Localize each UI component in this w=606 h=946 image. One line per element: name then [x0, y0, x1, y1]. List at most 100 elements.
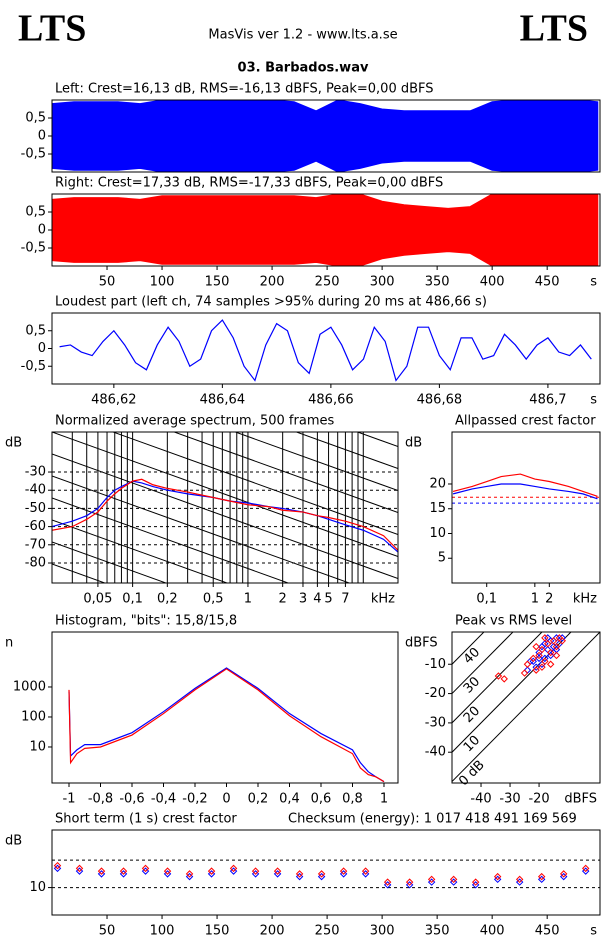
reference-slope	[52, 541, 168, 583]
x-tick-label: 486,62	[91, 393, 137, 408]
point	[535, 651, 543, 660]
reference-slope	[52, 432, 398, 558]
point	[581, 864, 590, 873]
plot-frame	[51, 631, 399, 784]
y-tick-label: -0,5	[21, 359, 46, 374]
y-tick-label: -40	[425, 745, 446, 760]
point	[383, 878, 392, 886]
point	[53, 864, 62, 873]
x-tick-label: 0,05	[83, 592, 112, 607]
x-unit: s	[590, 393, 597, 408]
waveform	[52, 194, 599, 266]
point	[494, 672, 503, 680]
y-tick-label: -10	[425, 657, 446, 672]
point	[273, 870, 282, 878]
point	[97, 870, 106, 878]
x-tick-label: 7	[341, 592, 349, 607]
plot-frame	[51, 829, 601, 916]
x-tick-label: 300	[370, 924, 395, 939]
plot-frame	[451, 431, 601, 584]
x-unit: s	[590, 275, 597, 290]
point	[163, 870, 172, 878]
plot-area	[52, 100, 599, 172]
reference-slope	[294, 432, 398, 470]
reference-slope	[52, 674, 398, 799]
plot-frame	[51, 193, 601, 267]
reference-slope	[233, 432, 398, 492]
waveform	[52, 100, 599, 172]
reference-slope	[52, 475, 351, 583]
y-tick-label: 15	[429, 501, 446, 516]
crest-label: 30	[461, 674, 483, 696]
y-tick-label: 0,5	[25, 111, 46, 126]
x-tick-label: 100	[150, 275, 175, 290]
point	[558, 634, 566, 642]
point	[185, 872, 194, 881]
y-tick-label: 1000	[13, 679, 46, 694]
x-tick-label: 0	[222, 792, 230, 807]
reference-slope	[52, 497, 290, 583]
checksum: Checksum (energy): 1 017 418 491 169 569	[288, 812, 577, 827]
x-unit: dBFS	[564, 792, 597, 807]
data-line	[452, 483, 598, 500]
crest-line	[452, 632, 600, 782]
point	[532, 666, 540, 674]
x-tick-label: 350	[425, 275, 450, 290]
point	[383, 881, 392, 889]
y-tick-label: 0	[38, 129, 46, 144]
point	[75, 864, 84, 873]
point	[361, 870, 370, 878]
x-tick-label: 486,64	[200, 393, 246, 408]
x-tick-label: -0,6	[119, 792, 144, 807]
reference-slope	[111, 432, 398, 536]
point	[529, 654, 537, 663]
point	[541, 640, 549, 648]
y-tick-label: -50	[25, 501, 46, 516]
crest-line	[452, 632, 572, 753]
point	[532, 642, 540, 651]
point	[537, 872, 546, 881]
point	[339, 870, 348, 878]
point	[552, 651, 561, 660]
x-tick-label: 0,6	[311, 792, 332, 807]
point	[97, 867, 106, 875]
point	[515, 878, 524, 886]
chart-title: Allpassed crest factor	[455, 414, 596, 429]
point	[535, 654, 543, 663]
x-unit: kHz	[371, 592, 395, 607]
crest-label: 0 dB	[456, 758, 488, 790]
x-unit: s	[590, 924, 597, 939]
y-tick-label: 20	[429, 476, 446, 491]
x-tick-label: 150	[205, 924, 230, 939]
chart-title: Loudest part (left ch, 74 samples >95% d…	[55, 295, 487, 310]
x-tick-label: 50	[99, 275, 116, 290]
crest-line	[452, 632, 514, 694]
point	[520, 669, 529, 677]
data-line	[59, 319, 592, 382]
logo: LTS	[18, 8, 86, 50]
chart-title: Right: Crest=17,33 dB, RMS=-17,33 dBFS, …	[55, 176, 443, 191]
y-tick-label: -20	[425, 686, 446, 701]
point	[549, 637, 558, 645]
plot-frame	[51, 99, 601, 173]
y-tick-label: 0	[38, 223, 46, 238]
y-tick-label: 0	[38, 341, 46, 356]
x-tick-label: 200	[260, 275, 285, 290]
x-tick-label: -40	[470, 792, 491, 807]
x-tick-label: 0,2	[248, 792, 269, 807]
x-tick-label: 250	[315, 275, 340, 290]
point	[339, 867, 348, 875]
plot-area	[68, 667, 385, 783]
x-tick-label: 0,5	[203, 592, 224, 607]
reference-slope	[52, 652, 398, 777]
point	[251, 867, 260, 875]
point	[119, 870, 128, 878]
y-tick-label: 10	[29, 880, 46, 895]
point	[229, 867, 238, 875]
crest-label: 10	[461, 733, 483, 755]
y-tick-label: 10	[29, 739, 46, 754]
x-tick-label: 0,1	[476, 592, 497, 607]
point	[538, 663, 546, 671]
x-tick-label: 1	[244, 592, 252, 607]
reference-slope	[52, 453, 398, 580]
